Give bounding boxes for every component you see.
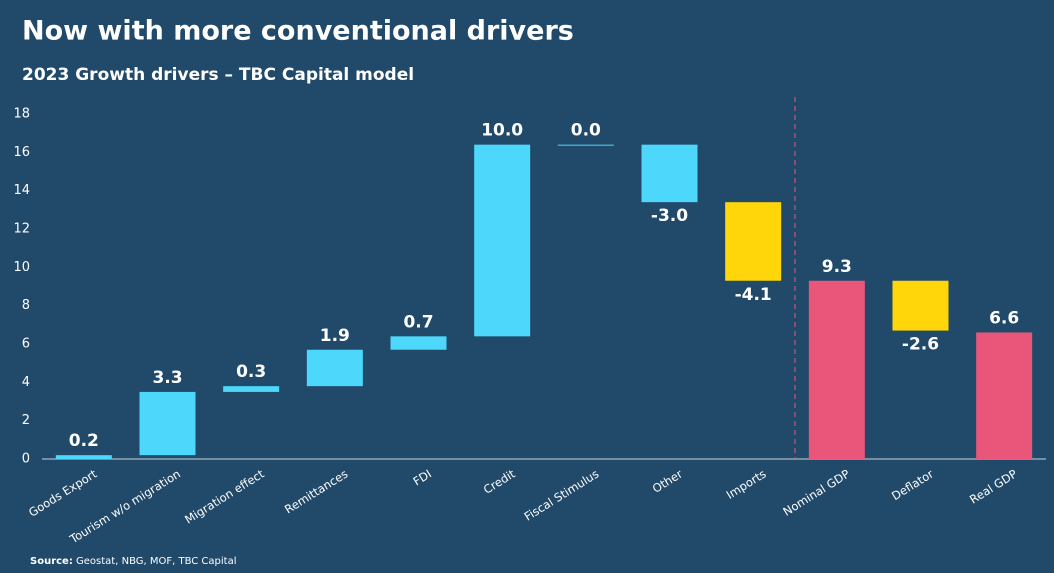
- bar: [474, 144, 531, 337]
- chart-title: Now with more conventional drivers: [22, 16, 574, 47]
- bar: [808, 280, 865, 459]
- bar: [306, 349, 363, 387]
- value-label: 6.6: [989, 309, 1019, 329]
- value-label: -3.0: [651, 206, 688, 226]
- bar: [223, 386, 280, 392]
- source-label: Source:: [30, 556, 73, 567]
- y-tick-label: 12: [13, 222, 30, 237]
- y-tick-label: 18: [13, 107, 30, 122]
- value-label: 0.0: [571, 121, 601, 141]
- value-label: -4.1: [735, 285, 772, 305]
- bar: [976, 332, 1033, 459]
- y-tick-label: 16: [13, 145, 30, 160]
- bar: [641, 144, 698, 203]
- value-label: 10.0: [481, 121, 523, 141]
- bar: [892, 280, 949, 331]
- chart-subtitle: 2023 Growth drivers – TBC Capital model: [22, 65, 414, 85]
- bar: [390, 336, 447, 350]
- bar: [139, 391, 196, 456]
- y-tick-label: 10: [13, 260, 30, 275]
- bar: [557, 144, 614, 146]
- value-label: 9.3: [822, 257, 852, 277]
- value-label: 0.2: [69, 431, 99, 451]
- y-tick-label: 6: [22, 337, 30, 352]
- y-tick-label: 8: [22, 298, 30, 313]
- source-text: Geostat, NBG, MOF, TBC Capital: [76, 556, 236, 567]
- bar: [725, 202, 782, 281]
- y-tick-label: 4: [22, 375, 30, 390]
- source: Source: Geostat, NBG, MOF, TBC Capital: [30, 556, 237, 567]
- value-label: 3.3: [152, 368, 182, 388]
- value-label: 1.9: [320, 326, 350, 346]
- y-tick-label: 14: [13, 183, 30, 198]
- bar: [55, 455, 112, 459]
- value-label: 0.7: [403, 312, 433, 332]
- y-tick-label: 0: [22, 452, 30, 467]
- y-tick-label: 2: [22, 413, 30, 428]
- value-label: 0.3: [236, 362, 266, 382]
- value-label: -2.6: [902, 335, 939, 355]
